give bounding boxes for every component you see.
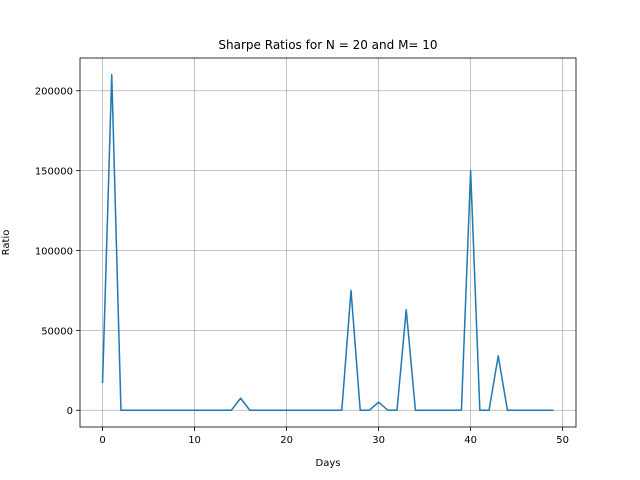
axes-frame <box>79 57 577 428</box>
x-tick-label: 50 <box>556 435 569 446</box>
y-tick-label: 0 <box>67 406 73 417</box>
chart-title: Sharpe Ratios for N = 20 and M= 10 <box>218 38 437 52</box>
y-tick-label: 100000 <box>35 246 73 257</box>
axis-ticks: 0 10 20 30 40 50 0 50000 100000 150000 200000 <box>35 87 569 446</box>
series-line <box>101 74 554 411</box>
y-tick-label: 50000 <box>41 326 73 337</box>
series-lines <box>101 74 554 411</box>
x-tick-label: 10 <box>188 435 201 446</box>
x-tick-label: 30 <box>372 435 385 446</box>
x-tick-label: 40 <box>464 435 477 446</box>
x-axis-label: Days <box>316 458 341 469</box>
y-tick-label: 150000 <box>35 167 73 178</box>
y-tick-label: 200000 <box>35 87 73 98</box>
x-tick-label: 20 <box>280 435 293 446</box>
x-tick-label: 0 <box>99 435 105 446</box>
y-axis-label: Ratio <box>1 230 12 256</box>
